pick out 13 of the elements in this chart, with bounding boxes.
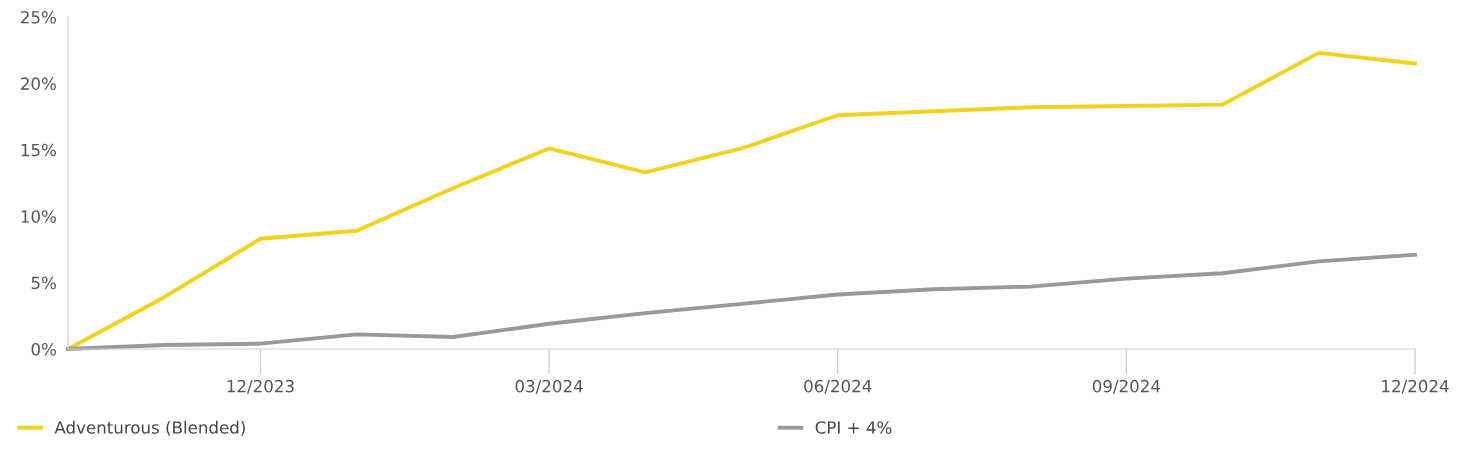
y-tick-label: 15% xyxy=(21,143,56,157)
x-tick-label: 09/2024 xyxy=(1092,379,1161,394)
x-tick-label: 03/2024 xyxy=(515,379,583,394)
x-tick-label: 06/2024 xyxy=(804,379,872,394)
x-tick-label: 12/2024 xyxy=(1382,379,1449,394)
legend-label: CPI + 4% xyxy=(815,421,892,434)
y-tick-label: 25% xyxy=(21,10,56,24)
legend-label: Adventurous (Blended) xyxy=(54,420,245,436)
y-tick-label: 20% xyxy=(21,77,56,90)
y-tick-label: 10% xyxy=(21,210,56,223)
y-tick-label: 5% xyxy=(31,276,56,290)
y-tick-label: 0% xyxy=(31,342,56,356)
x-tick-label: 12/2023 xyxy=(227,379,294,394)
